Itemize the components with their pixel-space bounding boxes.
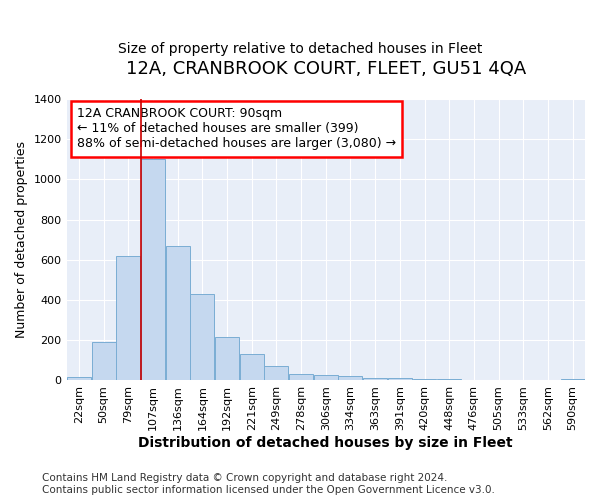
- X-axis label: Distribution of detached houses by size in Fleet: Distribution of detached houses by size …: [139, 436, 513, 450]
- Bar: [265, 366, 289, 380]
- Bar: [141, 160, 165, 380]
- Text: Contains HM Land Registry data © Crown copyright and database right 2024.
Contai: Contains HM Land Registry data © Crown c…: [42, 474, 495, 495]
- Bar: [215, 337, 239, 380]
- Bar: [314, 376, 338, 380]
- Bar: [116, 256, 140, 380]
- Bar: [388, 378, 412, 380]
- Bar: [67, 378, 91, 380]
- Bar: [240, 354, 263, 380]
- Text: 12A CRANBROOK COURT: 90sqm
← 11% of detached houses are smaller (399)
88% of sem: 12A CRANBROOK COURT: 90sqm ← 11% of deta…: [77, 108, 396, 150]
- Bar: [190, 294, 214, 380]
- Y-axis label: Number of detached properties: Number of detached properties: [15, 141, 28, 338]
- Bar: [289, 374, 313, 380]
- Bar: [363, 378, 387, 380]
- Bar: [166, 246, 190, 380]
- Bar: [413, 379, 436, 380]
- Bar: [338, 376, 362, 380]
- Title: 12A, CRANBROOK COURT, FLEET, GU51 4QA: 12A, CRANBROOK COURT, FLEET, GU51 4QA: [125, 60, 526, 78]
- Bar: [92, 342, 116, 380]
- Text: Size of property relative to detached houses in Fleet: Size of property relative to detached ho…: [118, 42, 482, 56]
